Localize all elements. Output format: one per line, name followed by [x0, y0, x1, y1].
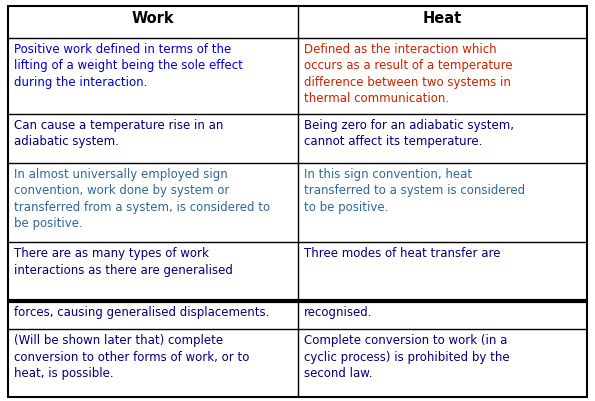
Text: Positive work defined in terms of the
lifting of a weight being the sole effect
: Positive work defined in terms of the li… [14, 43, 243, 89]
Text: In this sign convention, heat
transferred to a system is considered
to be positi: In this sign convention, heat transferre… [303, 168, 525, 214]
Text: Three modes of heat transfer are: Three modes of heat transfer are [303, 247, 500, 261]
Text: forces, causing generalised displacements.: forces, causing generalised displacement… [14, 306, 270, 319]
Text: recognised.: recognised. [303, 306, 372, 319]
Text: In almost universally employed sign
convention, work done by system or
transferr: In almost universally employed sign conv… [14, 168, 270, 230]
Text: (Will be shown later that) complete
conversion to other forms of work, or to
hea: (Will be shown later that) complete conv… [14, 334, 249, 380]
Text: Being zero for an adiabatic system,
cannot affect its temperature.: Being zero for an adiabatic system, cann… [303, 119, 513, 148]
Text: Complete conversion to work (in a
cyclic process) is prohibited by the
second la: Complete conversion to work (in a cyclic… [303, 334, 509, 380]
Text: Work: Work [131, 11, 174, 26]
Text: Heat: Heat [422, 11, 462, 26]
Text: There are as many types of work
interactions as there are generalised: There are as many types of work interact… [14, 247, 233, 277]
Text: Can cause a temperature rise in an
adiabatic system.: Can cause a temperature rise in an adiab… [14, 119, 223, 148]
Text: Defined as the interaction which
occurs as a result of a temperature
difference : Defined as the interaction which occurs … [303, 43, 512, 105]
